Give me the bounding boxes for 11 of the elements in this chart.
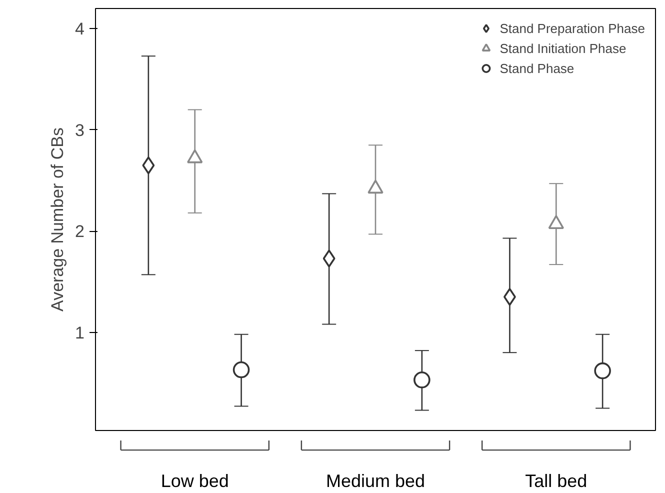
x-tick-label: Medium bed xyxy=(326,470,426,491)
y-tick-label: 2 xyxy=(75,222,85,242)
y-axis-title: Average Number of CBs xyxy=(48,128,68,312)
x-tick-label: Tall bed xyxy=(525,470,588,491)
legend-label: Stand Phase xyxy=(500,60,574,76)
legend-label: Stand Preparation Phase xyxy=(500,20,645,36)
y-tick-label: 3 xyxy=(75,120,85,140)
legend-label: Stand Initiation Phase xyxy=(500,40,626,56)
y-tick-label: 4 xyxy=(75,20,85,39)
y-tick-label: 1 xyxy=(75,323,85,342)
x-tick-label: Low bed xyxy=(160,470,229,491)
